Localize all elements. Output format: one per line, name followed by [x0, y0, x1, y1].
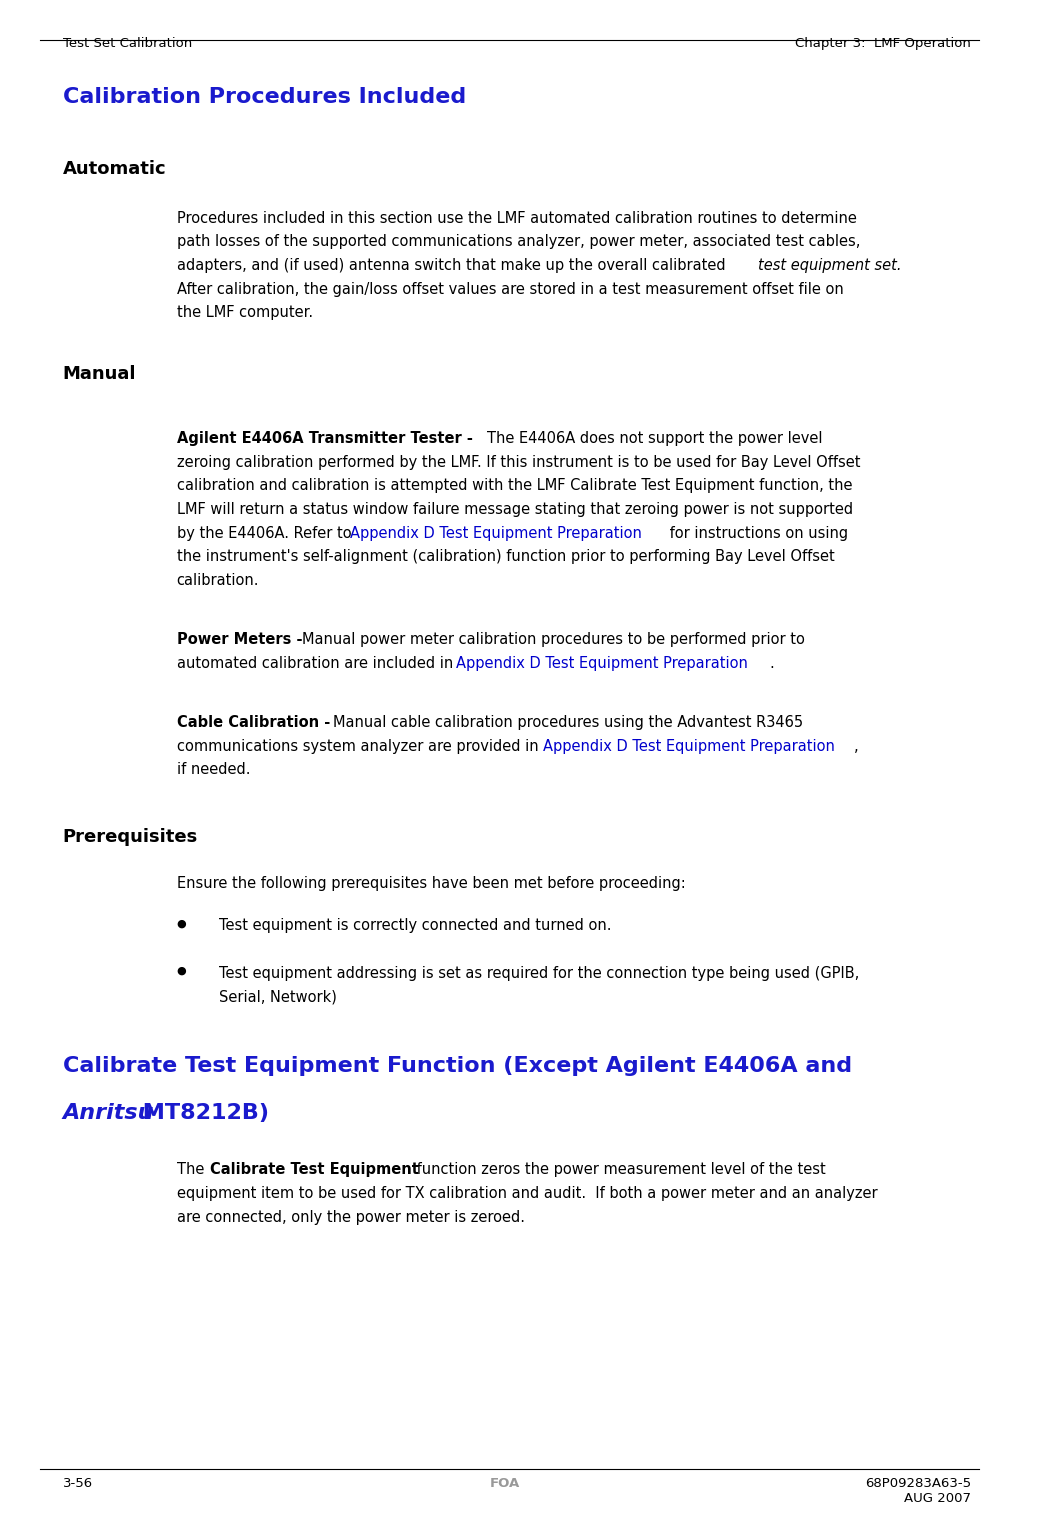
Text: Serial, Network): Serial, Network) [219, 989, 337, 1005]
Text: After calibration, the gain/loss offset values are stored in a test measurement : After calibration, the gain/loss offset … [176, 281, 844, 296]
Text: Manual: Manual [63, 365, 136, 383]
Text: Calibration Procedures Included: Calibration Procedures Included [63, 87, 466, 107]
Text: Anritsu: Anritsu [63, 1102, 154, 1122]
Text: Ensure the following prerequisites have been met before proceeding:: Ensure the following prerequisites have … [176, 876, 685, 890]
Text: Cable Calibration -: Cable Calibration - [176, 715, 335, 730]
Text: FOA: FOA [489, 1477, 519, 1490]
Text: Test equipment is correctly connected and turned on.: Test equipment is correctly connected an… [219, 918, 611, 933]
Text: Power Meters -: Power Meters - [176, 632, 308, 647]
Text: The E4406A does not support the power level: The E4406A does not support the power le… [487, 431, 823, 446]
Text: for instructions on using: for instructions on using [665, 525, 848, 541]
Text: 68P09283A63-5: 68P09283A63-5 [865, 1477, 971, 1490]
Text: the instrument's self-alignment (calibration) function prior to performing Bay L: the instrument's self-alignment (calibra… [176, 550, 834, 563]
Text: path losses of the supported communications analyzer, power meter, associated te: path losses of the supported communicati… [176, 234, 860, 249]
Text: ,: , [854, 739, 858, 753]
Text: Calibrate Test Equipment Function (Except Agilent E4406A and: Calibrate Test Equipment Function (Excep… [63, 1055, 852, 1075]
Text: AUG 2007: AUG 2007 [904, 1492, 971, 1506]
Text: if needed.: if needed. [176, 762, 250, 777]
Text: by the E4406A. Refer to: by the E4406A. Refer to [176, 525, 356, 541]
Text: Chapter 3:  LMF Operation: Chapter 3: LMF Operation [795, 37, 971, 50]
Text: 3-56: 3-56 [63, 1477, 93, 1490]
Text: are connected, only the power meter is zeroed.: are connected, only the power meter is z… [176, 1209, 525, 1225]
Text: Appendix D Test Equipment Preparation: Appendix D Test Equipment Preparation [350, 525, 642, 541]
Text: test equipment set.: test equipment set. [758, 258, 901, 273]
Text: zeroing calibration performed by the LMF. If this instrument is to be used for B: zeroing calibration performed by the LMF… [176, 455, 860, 469]
Text: Automatic: Automatic [63, 160, 166, 179]
Text: calibration.: calibration. [176, 573, 259, 588]
Text: calibration and calibration is attempted with the LMF Calibrate Test Equipment f: calibration and calibration is attempted… [176, 478, 852, 493]
Text: the LMF computer.: the LMF computer. [176, 305, 313, 321]
Text: Prerequisites: Prerequisites [63, 829, 198, 846]
Text: Appendix D Test Equipment Preparation: Appendix D Test Equipment Preparation [456, 655, 748, 670]
Text: Manual cable calibration procedures using the Advantest R3465: Manual cable calibration procedures usin… [333, 715, 803, 730]
Text: equipment item to be used for TX calibration and audit.  If both a power meter a: equipment item to be used for TX calibra… [176, 1186, 877, 1200]
Text: ●: ● [176, 965, 187, 976]
Text: function zeros the power measurement level of the test: function zeros the power measurement lev… [412, 1162, 825, 1177]
Text: Calibrate Test Equipment: Calibrate Test Equipment [210, 1162, 419, 1177]
Text: adapters, and (if used) antenna switch that make up the overall calibrated: adapters, and (if used) antenna switch t… [176, 258, 730, 273]
Text: ●: ● [176, 918, 187, 928]
Text: LMF will return a status window failure message stating that zeroing power is no: LMF will return a status window failure … [176, 502, 853, 516]
Text: Test equipment addressing is set as required for the connection type being used : Test equipment addressing is set as requ… [219, 965, 859, 980]
Text: Test Set Calibration: Test Set Calibration [63, 37, 192, 50]
Text: Manual power meter calibration procedures to be performed prior to: Manual power meter calibration procedure… [301, 632, 804, 647]
Text: MT8212B): MT8212B) [136, 1102, 269, 1122]
Text: communications system analyzer are provided in: communications system analyzer are provi… [176, 739, 542, 753]
Text: automated calibration are included in: automated calibration are included in [176, 655, 458, 670]
Text: Procedures included in this section use the LMF automated calibration routines t: Procedures included in this section use … [176, 211, 856, 226]
Text: Appendix D Test Equipment Preparation: Appendix D Test Equipment Preparation [543, 739, 834, 753]
Text: The: The [176, 1162, 209, 1177]
Text: Agilent E4406A Transmitter Tester -: Agilent E4406A Transmitter Tester - [176, 431, 478, 446]
Text: .: . [769, 655, 774, 670]
